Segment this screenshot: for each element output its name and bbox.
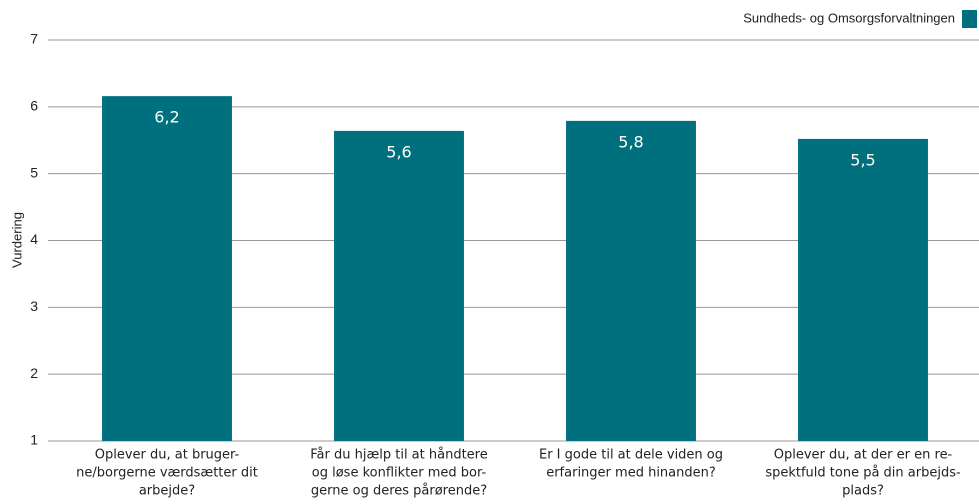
legend-label: Sundheds- og Omsorgsforvaltningen (743, 10, 955, 25)
x-tick-label: spektfuld tone på din arbejds- (765, 466, 961, 481)
bar (334, 130, 464, 442)
x-tick-label: gerne og deres pårørende? (311, 484, 487, 499)
legend-swatch (962, 10, 977, 28)
x-tick-label: plads? (842, 484, 884, 499)
data-label: 5,8 (618, 132, 643, 151)
x-tick-label: arbejde? (139, 484, 195, 499)
data-label: 6,2 (154, 108, 179, 127)
y-axis-label: Vurdering (9, 212, 24, 268)
x-tick-label: og løse konflikter med bor- (312, 466, 487, 481)
data-label: 5,6 (386, 142, 411, 161)
bar (798, 138, 928, 441)
y-tick-label: 2 (30, 365, 38, 381)
x-tick-label: Får du hjælp til at håndtere (310, 448, 487, 463)
x-tick-label: Oplever du, at bruger- (95, 448, 240, 463)
x-tick-label: ne/borgerne værdsætter dit (76, 466, 258, 481)
y-tick-label: 3 (30, 298, 38, 314)
bar (566, 120, 696, 441)
x-tick-label: erfaringer med hinanden? (546, 466, 716, 481)
bar (102, 96, 232, 441)
y-tick-label: 5 (30, 164, 38, 180)
y-tick-label: 1 (30, 432, 38, 448)
data-label: 5,5 (850, 150, 875, 169)
y-tick-label: 7 (30, 31, 38, 47)
x-tick-label: Oplever du, at der er en re- (774, 448, 953, 463)
y-tick-label: 4 (30, 231, 38, 247)
y-tick-label: 6 (30, 98, 38, 114)
x-tick-label: Er I gode til at dele viden og (539, 448, 723, 463)
